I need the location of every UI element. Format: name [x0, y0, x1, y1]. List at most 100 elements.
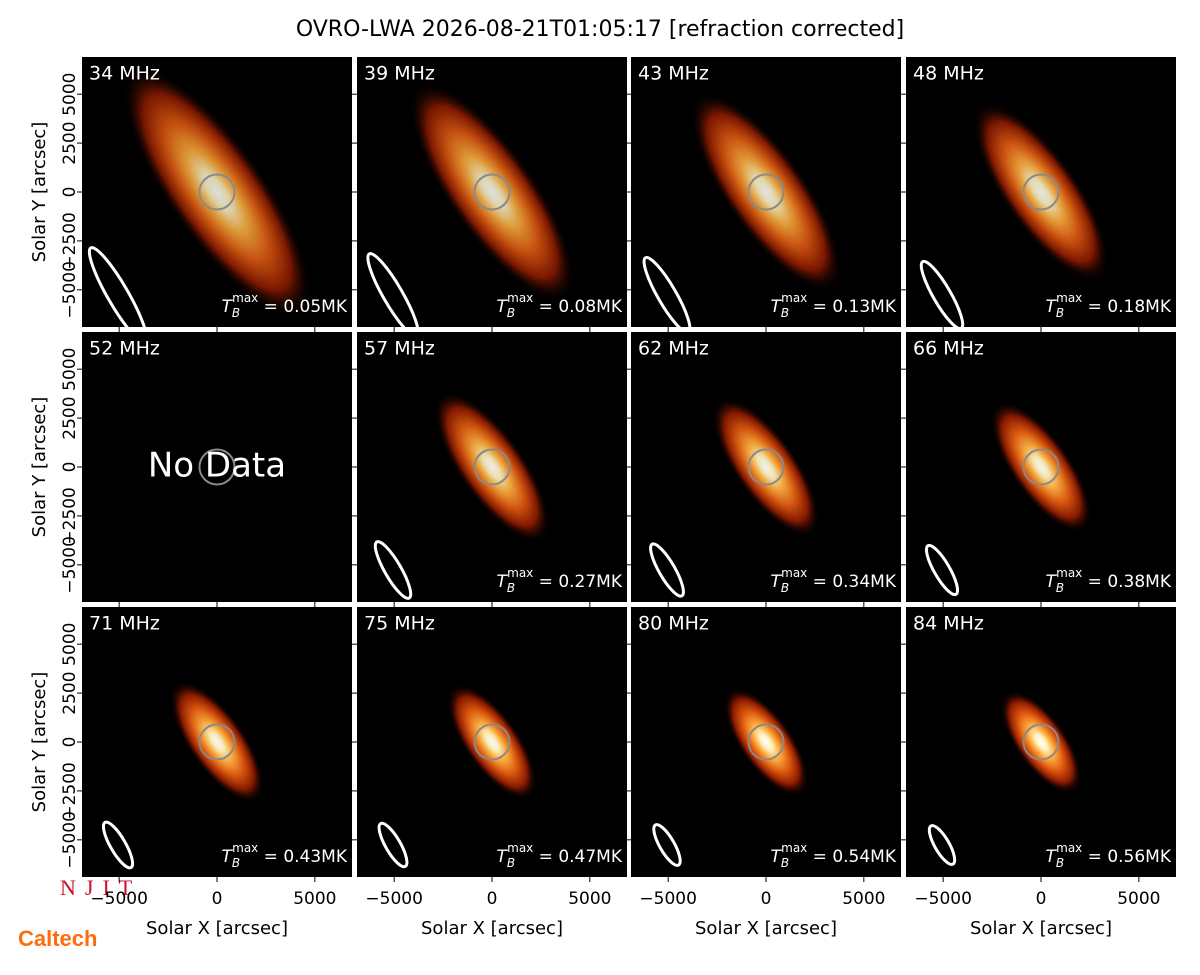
solar-disk [1022, 448, 1060, 486]
tmax-part: T [497, 572, 509, 592]
tmax-part: max [781, 566, 807, 580]
solar-disk [747, 448, 785, 486]
tmax-part: B [507, 306, 515, 320]
tmax-part: T [1046, 847, 1058, 867]
beam [649, 542, 685, 598]
freq-label: 43 MHz [638, 63, 709, 85]
panel [642, 92, 842, 327]
freq-label: 62 MHz [638, 338, 709, 360]
beam [373, 540, 413, 600]
panel [924, 401, 1092, 597]
emission [690, 92, 842, 292]
beam [919, 259, 965, 327]
tmax-part: T [1046, 572, 1058, 592]
tmax-part: T [497, 847, 509, 867]
y-tick-label: −5000 [60, 811, 80, 869]
y-tick-label: −2500 [60, 212, 80, 270]
emission [723, 687, 809, 797]
emission [447, 684, 537, 800]
tmax-part: B [507, 581, 515, 595]
beam [652, 823, 682, 867]
y-tick-label: 5000 [60, 348, 80, 391]
solar-disk [473, 448, 511, 486]
tmax-part: B [1056, 581, 1064, 595]
y-tick-label: 2500 [60, 121, 80, 164]
y-tick-label: 0 [60, 737, 80, 748]
emission [972, 102, 1110, 282]
emission [712, 397, 820, 537]
tmax-label: TBmax = 0.27MK [497, 566, 623, 595]
solar-disk [747, 173, 785, 211]
solar-disk [1022, 173, 1060, 211]
solar-disk [198, 723, 236, 761]
no-data: No Data [148, 446, 286, 486]
y-tick-label: 0 [60, 187, 80, 198]
emission [990, 401, 1092, 533]
beam [87, 246, 149, 327]
tmax-part: B [232, 306, 240, 320]
solar-disk [198, 173, 236, 211]
beam [377, 821, 409, 869]
beam [927, 824, 957, 866]
tmax-label: TBmax = 0.38MK [1046, 566, 1172, 595]
freq-label: 39 MHz [364, 63, 435, 85]
x-tick-label: −5000 [90, 889, 148, 909]
tmax-part: T [771, 297, 783, 317]
emission [434, 391, 550, 543]
tmax-part: = 0.08MK [533, 297, 623, 317]
tmax-part: B [781, 856, 789, 870]
panel [373, 391, 550, 600]
tmax-part: = 0.34MK [807, 572, 897, 592]
panel [377, 684, 537, 869]
tmax-part: max [1056, 841, 1082, 855]
x-axis-label: Solar X [arcsec] [970, 918, 1112, 939]
tmax-label: TBmax = 0.54MK [771, 841, 897, 870]
y-axis-label: Solar Y [arcsec] [29, 397, 50, 538]
logo-caltech: Caltech [18, 926, 97, 951]
tmax-part: T [222, 297, 234, 317]
tmax-part: = 0.56MK [1082, 847, 1172, 867]
tmax-part: B [507, 856, 515, 870]
tmax-part: = 0.05MK [258, 297, 348, 317]
solar-disk [1022, 723, 1060, 761]
freq-label: 34 MHz [89, 63, 160, 85]
freq-label: 66 MHz [913, 338, 984, 360]
tmax-label: TBmax = 0.05MK [222, 291, 348, 320]
x-tick-label: 0 [487, 889, 498, 909]
x-tick-label: 5000 [1117, 889, 1160, 909]
figure-title: OVRO-LWA 2026-08-21T01:05:17 [refraction… [296, 17, 904, 42]
freq-label: 57 MHz [364, 338, 435, 360]
freq-label: 52 MHz [89, 338, 160, 360]
tmax-part: = 0.27MK [533, 572, 623, 592]
emission [409, 82, 575, 302]
x-tick-label: 0 [761, 889, 772, 909]
tmax-part: = 0.54MK [807, 847, 897, 867]
beam [924, 543, 960, 597]
tmax-part: max [232, 291, 258, 305]
panel [366, 82, 575, 327]
tmax-label: TBmax = 0.43MK [222, 841, 348, 870]
freq-label: 80 MHz [638, 613, 709, 635]
y-tick-label: −5000 [60, 261, 80, 319]
tmax-part: B [1056, 856, 1064, 870]
panel [649, 397, 820, 598]
emission [122, 66, 312, 318]
freq-label: 75 MHz [364, 613, 435, 635]
y-tick-label: 2500 [60, 396, 80, 439]
x-axis-label: Solar X [arcsec] [695, 918, 837, 939]
tmax-part: max [1056, 291, 1082, 305]
freq-label: 71 MHz [89, 613, 160, 635]
y-axis-label: Solar Y [arcsec] [29, 672, 50, 813]
solar-disk [473, 723, 511, 761]
tmax-part: T [497, 297, 509, 317]
tmax-part: max [507, 841, 533, 855]
y-tick-label: −5000 [60, 536, 80, 594]
x-tick-label: 5000 [568, 889, 611, 909]
solar-disk [473, 173, 511, 211]
solar-disk [198, 448, 236, 486]
x-tick-label: 5000 [293, 889, 336, 909]
y-axis-label: Solar Y [arcsec] [29, 122, 50, 263]
x-axis-label: Solar X [arcsec] [421, 918, 563, 939]
panel [198, 448, 236, 486]
tmax-part: B [781, 581, 789, 595]
